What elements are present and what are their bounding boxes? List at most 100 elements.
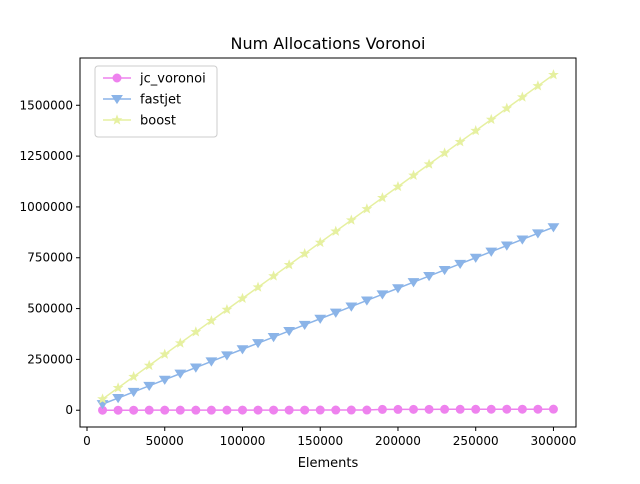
data-point-jc-voronoi: [517, 404, 527, 414]
data-point-fastjet: [469, 253, 482, 263]
data-point-fastjet: [298, 320, 311, 331]
data-point-jc-voronoi: [237, 405, 247, 415]
data-point-jc-voronoi: [113, 405, 123, 415]
data-point-jc-voronoi: [331, 405, 341, 415]
data-point-jc-voronoi: [160, 405, 170, 415]
series-fastjet: [96, 223, 560, 410]
x-axis-ticks: 0 50000 100000 150000 200000 250000 300000: [83, 427, 576, 448]
x-axis-label: Elements: [298, 456, 359, 471]
data-point-jc-voronoi: [191, 405, 201, 415]
data-point-boost: [532, 80, 544, 91]
data-point-fastjet: [112, 394, 125, 404]
legend-item-fastjet: fastjet: [103, 93, 181, 108]
data-point-fastjet: [283, 326, 296, 337]
data-point-fastjet: [531, 229, 544, 239]
data-point-jc-voronoi: [129, 405, 139, 415]
legend-item-boost: boost: [103, 114, 176, 129]
y-tick-label: 500000: [27, 302, 73, 316]
legend-label: boost: [140, 114, 176, 129]
data-point-boost: [128, 371, 140, 382]
data-point-fastjet: [547, 223, 560, 233]
series-boost: [97, 69, 559, 404]
data-point-boost: [190, 326, 202, 337]
data-point-boost: [268, 270, 279, 281]
data-point-fastjet: [127, 387, 140, 398]
y-tick-label: 0: [65, 403, 73, 417]
data-point-fastjet: [221, 351, 233, 361]
data-point-boost: [314, 236, 326, 248]
y-tick-label: 1500000: [20, 98, 73, 112]
data-point-boost: [112, 382, 124, 393]
x-tick-label: 300000: [531, 434, 577, 448]
data-point-jc-voronoi: [206, 405, 216, 415]
data-point-fastjet: [189, 363, 202, 373]
data-point-fastjet: [454, 259, 467, 270]
data-point-boost: [548, 69, 559, 80]
data-point-fastjet: [500, 241, 513, 251]
data-point-fastjet: [360, 296, 373, 306]
y-tick-label: 1250000: [20, 149, 73, 163]
data-point-jc-voronoi: [144, 405, 154, 415]
data-point-boost: [174, 337, 186, 348]
data-point-fastjet: [158, 375, 171, 385]
data-point-boost: [299, 248, 311, 259]
legend-swatch-marker: [111, 114, 123, 125]
data-point-boost: [206, 315, 217, 326]
data-point-fastjet: [392, 284, 404, 294]
x-tick-label: 50000: [146, 434, 184, 448]
data-point-fastjet: [407, 278, 420, 288]
data-point-boost: [237, 292, 248, 303]
data-point-boost: [159, 348, 171, 359]
legend-label: fastjet: [140, 93, 181, 108]
data-point-fastjet: [236, 345, 249, 355]
data-point-jc-voronoi: [440, 404, 450, 414]
data-point-jc-voronoi: [533, 404, 543, 414]
data-point-fastjet: [329, 308, 342, 318]
data-point-jc-voronoi: [315, 405, 325, 415]
data-point-boost: [501, 102, 513, 113]
x-tick-label: 200000: [375, 434, 421, 448]
data-point-jc-voronoi: [346, 405, 356, 415]
data-point-jc-voronoi: [175, 405, 185, 415]
data-point-jc-voronoi: [377, 404, 387, 414]
data-point-fastjet: [516, 235, 529, 245]
data-point-fastjet: [252, 339, 264, 349]
y-tick-label: 250000: [27, 352, 73, 366]
data-point-fastjet: [376, 290, 389, 300]
data-point-boost: [408, 169, 419, 180]
data-point-boost: [439, 147, 450, 158]
data-point-jc-voronoi: [393, 404, 403, 414]
data-point-boost: [392, 180, 404, 192]
data-point-boost: [345, 214, 357, 225]
data-point-jc-voronoi: [222, 405, 232, 415]
y-tick-label: 1000000: [20, 200, 73, 214]
legend-swatch-marker: [112, 73, 122, 83]
data-point-boost: [470, 125, 482, 136]
legend-swatch-marker: [111, 95, 123, 105]
data-point-jc-voronoi: [409, 404, 419, 414]
x-tick-label: 100000: [220, 434, 266, 448]
data-point-fastjet: [438, 265, 451, 276]
data-point-fastjet: [174, 369, 187, 379]
data-point-jc-voronoi: [300, 405, 310, 415]
plot-series: [96, 69, 560, 415]
data-point-boost: [252, 281, 264, 292]
data-point-fastjet: [345, 302, 358, 312]
data-point-boost: [423, 158, 435, 169]
x-tick-label: 150000: [297, 434, 343, 448]
data-point-fastjet: [423, 272, 435, 282]
data-point-fastjet: [205, 357, 218, 367]
y-axis-ticks: 0 250000 500000 750000 1000000 1250000 1500000: [20, 98, 80, 417]
data-point-boost: [221, 303, 233, 315]
data-point-boost: [377, 192, 388, 203]
data-point-boost: [283, 259, 295, 270]
data-point-jc-voronoi: [548, 404, 558, 414]
data-point-boost: [330, 225, 342, 236]
legend-item-jc-voronoi: jc_voronoi: [103, 72, 206, 87]
data-point-boost: [143, 359, 155, 371]
data-point-boost: [485, 113, 497, 125]
x-tick-label: 250000: [453, 434, 499, 448]
legend-label: jc_voronoi: [139, 72, 206, 87]
